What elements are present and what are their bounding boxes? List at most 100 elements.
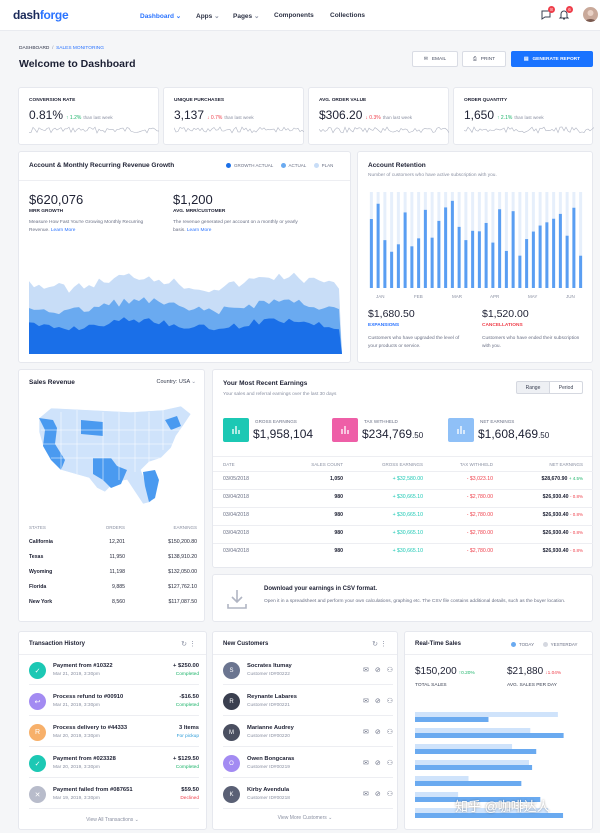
bar: [444, 207, 448, 288]
list-item[interactable]: ✕ Payment failed from #087651 Mar 19, 2019…: [29, 782, 199, 809]
bar-track: [396, 192, 400, 288]
generate-report-button[interactable]: ▤ GENERATE REPORT: [511, 51, 593, 67]
block-icon[interactable]: ⊘: [374, 698, 381, 705]
table-row[interactable]: 03/04/2018 980 + $30,665.10 - $2,780.00 $26,…: [223, 512, 583, 518]
nav-apps[interactable]: Apps ⌄: [196, 13, 220, 20]
avg-mrr-value: $1,200: [173, 192, 213, 207]
transaction-status: Declined: [180, 796, 199, 801]
sales-count-cell: 980: [334, 512, 343, 518]
table-row[interactable]: New York 8,560 $117,087.50: [29, 599, 197, 605]
customer-id: Customer ID#00221: [247, 703, 290, 708]
table-row[interactable]: Texas 11,950 $138,910.20: [29, 554, 197, 560]
card-title: Account & Monthly Recurring Revenue Grow…: [29, 162, 175, 169]
earnings-card: Your Most Recent Earnings Your sales and…: [212, 369, 593, 568]
nav-components[interactable]: Components: [274, 12, 314, 19]
country-select[interactable]: Country: USA ⌄: [156, 379, 196, 385]
list-item[interactable]: ✓ Payment from #023328 Mar 20, 2019, 3:30p…: [29, 751, 199, 778]
legend: TODAY YESTERDAY: [511, 642, 578, 647]
card-actions: ↻ ⋮: [181, 640, 196, 648]
table-row[interactable]: 03/04/2018 980 + $30,665.10 - $2,780.00 $26,…: [223, 530, 583, 536]
bar: [579, 255, 583, 288]
block-icon[interactable]: ⊘: [374, 791, 381, 798]
list-item[interactable]: M Marianne Audrey Customer ID#00220 ✉ ⊘ ⚇: [223, 720, 393, 747]
tax-withheld-label: TAX WITHHELD: [364, 419, 398, 424]
sales-revenue-card: Sales Revenue Country: USA ⌄ STATES ORDER…: [18, 369, 205, 622]
brand-logo[interactable]: dashforge: [13, 8, 69, 22]
view-more-customers-link[interactable]: View More Customers ⌄: [277, 815, 333, 821]
block-icon[interactable]: ⊘: [374, 667, 381, 674]
kpi-label: UNIQUE PURCHASES: [174, 98, 225, 103]
bar: [572, 207, 576, 288]
list-item[interactable]: ✓ Payment from #10322 Mar 21, 2019, 3:30pm…: [29, 658, 199, 685]
print-button[interactable]: ⎙ PRINT: [462, 51, 506, 67]
cancellations-value: $1,520.00: [482, 308, 529, 320]
user-icon[interactable]: ⚇: [386, 729, 393, 736]
block-icon[interactable]: ⊘: [374, 760, 381, 767]
mail-icon[interactable]: ✉: [362, 760, 369, 767]
transaction-title: Payment from #10322: [53, 663, 113, 669]
nav-dashboard[interactable]: Dashboard ⌄: [140, 13, 182, 20]
user-icon[interactable]: ⚇: [386, 791, 393, 798]
refresh-icon[interactable]: ↻: [372, 641, 379, 648]
user-avatar[interactable]: [583, 7, 598, 22]
kpi-card-conversion: CONVERSION RATE 0.81% ↑ 1.2% than last wee…: [18, 87, 159, 145]
mail-icon[interactable]: ✉: [362, 698, 369, 705]
list-item[interactable]: R Reynante Labares Customer ID#00221 ✉ ⊘ ⚇: [223, 689, 393, 716]
transaction-date: Mar 19, 2019, 3:30pm: [53, 796, 100, 801]
learn-more-link[interactable]: Learn More: [50, 228, 76, 233]
month-tick-label: MAR: [452, 294, 463, 299]
bar: [552, 218, 556, 288]
table-row[interactable]: California 12,201 $150,200.80: [29, 539, 197, 545]
list-item[interactable]: K Kirby Avendula Customer ID#00218 ✉ ⊘ ⚇: [223, 782, 393, 809]
mail-icon[interactable]: ✉: [362, 729, 369, 736]
bell-icon[interactable]: 6: [558, 6, 573, 21]
chevron-down-icon: ⌄: [191, 379, 196, 385]
customer-id: Customer ID#00220: [247, 734, 290, 739]
card-title: New Customers: [223, 641, 269, 647]
refresh-icon[interactable]: ↻: [181, 641, 188, 648]
bar-today: [415, 749, 537, 754]
learn-more-link[interactable]: Learn More: [186, 228, 212, 233]
more-icon[interactable]: ⋮: [189, 641, 196, 648]
month-tick-label: JUN: [566, 294, 575, 299]
email-button[interactable]: ✉ EMAIL: [412, 51, 458, 67]
card-title: Sales Revenue: [29, 379, 75, 386]
table-row[interactable]: 03/04/2018 980 + $30,665.10 - $2,780.00 $26,…: [223, 494, 583, 500]
gross-cell: + $30,665.10: [392, 548, 423, 554]
list-item[interactable]: ↩ Process refund to #00910 Mar 21, 2019, 3…: [29, 689, 199, 716]
mail-icon[interactable]: ✉: [362, 667, 369, 674]
user-icon[interactable]: ⚇: [386, 698, 393, 705]
revenue-area-chart: [29, 272, 342, 354]
table-row[interactable]: Wyoming 11,198 $132,050.00: [29, 569, 197, 575]
range-toggle[interactable]: Range: [516, 381, 550, 394]
nav-collections[interactable]: Collections: [330, 12, 366, 19]
nav-pages[interactable]: Pages ⌄: [233, 13, 260, 20]
transaction-date: Mar 20, 2019, 3:30pm: [53, 765, 100, 770]
kpi-value-row: 3,137 ↓ 0.7% than last week: [174, 108, 254, 122]
list-item[interactable]: R Process delivery to #44333 Mar 20, 2019,…: [29, 720, 199, 747]
bar-today: [415, 781, 522, 786]
mail-icon[interactable]: ✉: [362, 791, 369, 798]
view-all-transactions-link[interactable]: View All Transactions ⌄: [86, 817, 139, 823]
table-row[interactable]: Florida 9,885 $127,762.10: [29, 584, 197, 590]
download-csv-card[interactable]: Download your earnings in CSV format. Op…: [212, 574, 593, 622]
document-icon: ▤: [523, 56, 529, 62]
legend-dot: [313, 163, 319, 168]
tax-cell: - $2,780.00: [466, 512, 493, 518]
list-item[interactable]: O Owen Bongcaras Customer ID#00219 ✉ ⊘ ⚇: [223, 751, 393, 778]
kpi-card-purchases: UNIQUE PURCHASES 3,137 ↓ 0.7% than last we…: [163, 87, 304, 145]
breadcrumb-current[interactable]: SALES MONITORING: [56, 46, 104, 51]
table-row[interactable]: 03/05/2018 1,050 + $32,580.00 - $3,023.10 $2…: [223, 476, 583, 482]
period-toggle[interactable]: Period: [549, 381, 583, 394]
block-icon[interactable]: ⊘: [374, 729, 381, 736]
tax-cell: - $2,780.00: [466, 530, 493, 536]
bar: [471, 230, 475, 288]
breadcrumb-root[interactable]: DASHBOARD: [19, 46, 50, 51]
list-item[interactable]: S Socrates Itumay Customer ID#00222 ✉ ⊘ ⚇: [223, 658, 393, 685]
chat-icon[interactable]: 8: [540, 6, 555, 21]
table-row[interactable]: 03/04/2018 980 + $30,665.10 - $2,780.00 $26,…: [223, 548, 583, 554]
user-icon[interactable]: ⚇: [386, 760, 393, 767]
more-icon[interactable]: ⋮: [380, 641, 387, 648]
download-icon[interactable]: [225, 587, 249, 611]
user-icon[interactable]: ⚇: [386, 667, 393, 674]
